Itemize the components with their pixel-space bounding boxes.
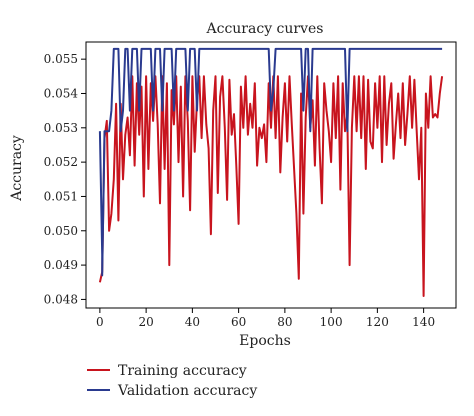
y-axis-label: Accuracy bbox=[9, 135, 25, 202]
x-tick-label: 120 bbox=[366, 315, 389, 329]
legend-label: Training accuracy bbox=[118, 363, 247, 379]
series-layer bbox=[98, 47, 444, 297]
x-tick-label: 20 bbox=[138, 315, 153, 329]
series-line-validation bbox=[98, 47, 443, 277]
x-tick-label: 0 bbox=[96, 315, 104, 329]
chart-title: Accuracy curves bbox=[206, 21, 324, 37]
y-tick-label: 0.055 bbox=[44, 52, 78, 66]
y-tick-label: 0.054 bbox=[44, 86, 79, 100]
x-tick-label: 140 bbox=[412, 315, 435, 329]
y-axis-ticks: 0.048 0.049 0.050 0.051 0.052 0.053 0.054 0.055 bbox=[44, 52, 86, 306]
legend: Training accuracy Validation accuracy bbox=[87, 363, 257, 399]
legend-label: Validation accuracy bbox=[117, 383, 257, 399]
y-tick-label: 0.051 bbox=[44, 189, 78, 203]
series-line-training bbox=[98, 75, 444, 297]
x-tick-label: 60 bbox=[231, 315, 246, 329]
y-tick-label: 0.049 bbox=[44, 258, 78, 272]
y-tick-label: 0.053 bbox=[44, 121, 78, 135]
x-tick-label: 40 bbox=[185, 315, 200, 329]
x-tick-label: 100 bbox=[320, 315, 343, 329]
plot-frame bbox=[85, 41, 457, 309]
x-axis-ticks: 0 20 40 60 80 100 120 140 bbox=[96, 308, 435, 329]
x-tick-label: 80 bbox=[277, 315, 292, 329]
y-tick-label: 0.052 bbox=[44, 155, 78, 169]
y-tick-label: 0.050 bbox=[44, 224, 78, 238]
y-tick-label: 0.048 bbox=[44, 292, 78, 306]
x-axis-label: Epochs bbox=[239, 333, 291, 349]
